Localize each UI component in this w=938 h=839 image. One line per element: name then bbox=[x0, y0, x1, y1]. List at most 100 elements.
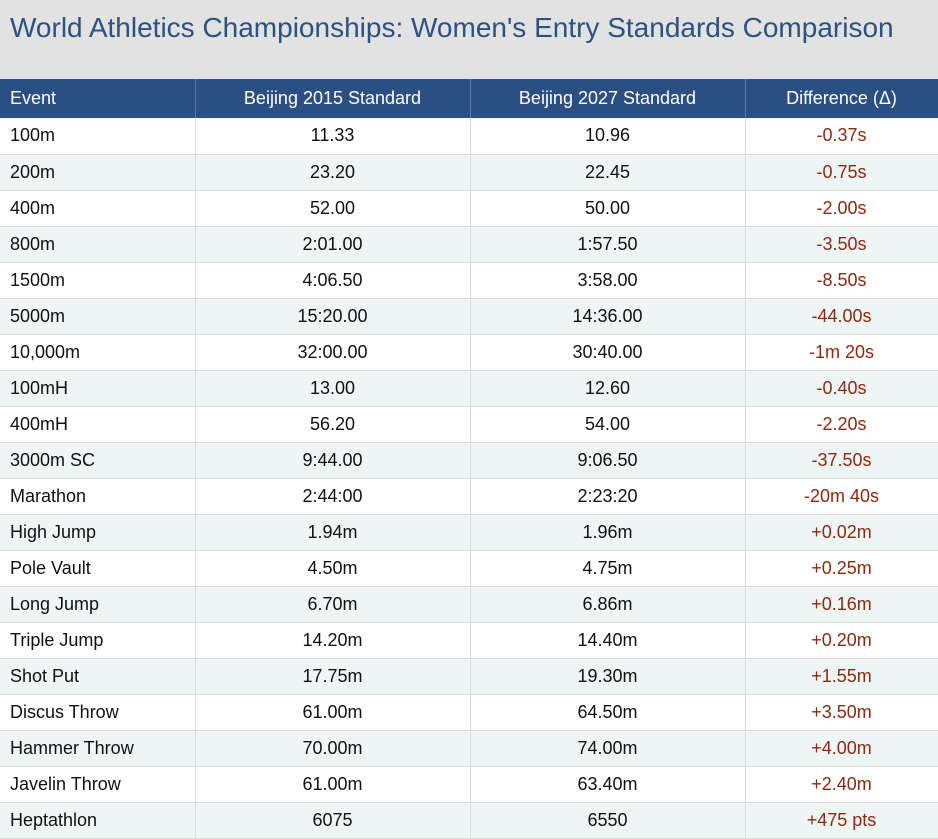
difference-cell[interactable]: +4.00m bbox=[745, 730, 938, 767]
event-cell[interactable]: Discus Throw bbox=[0, 694, 196, 731]
difference-cell[interactable]: +2.40m bbox=[745, 766, 938, 803]
standard-2027-cell[interactable]: 63.40m bbox=[470, 766, 746, 803]
difference-cell[interactable]: +1.55m bbox=[745, 658, 938, 695]
empty-row[interactable] bbox=[0, 57, 938, 79]
standard-2027-cell[interactable]: 74.00m bbox=[470, 730, 746, 767]
header-row: Event Beijing 2015 Standard Beijing 2027… bbox=[0, 79, 938, 118]
cell-divider bbox=[470, 57, 471, 79]
table-row: Javelin Throw 61.00m 63.40m +2.40m bbox=[0, 766, 938, 803]
difference-cell[interactable]: -37.50s bbox=[745, 442, 938, 479]
event-cell[interactable]: 400m bbox=[0, 190, 196, 227]
standard-2015-cell[interactable]: 52.00 bbox=[195, 190, 471, 227]
standard-2015-cell[interactable]: 14.20m bbox=[195, 622, 471, 659]
event-cell[interactable]: 1500m bbox=[0, 262, 196, 299]
event-cell[interactable]: 800m bbox=[0, 226, 196, 263]
standard-2027-cell[interactable]: 10.96 bbox=[470, 118, 746, 155]
difference-cell[interactable]: -0.37s bbox=[745, 118, 938, 155]
standard-2015-cell[interactable]: 4.50m bbox=[195, 550, 471, 587]
difference-cell[interactable]: +0.25m bbox=[745, 550, 938, 587]
cell-divider bbox=[195, 57, 196, 79]
standard-2015-cell[interactable]: 11.33 bbox=[195, 118, 471, 155]
table-row: 800m 2:01.00 1:57.50 -3.50s bbox=[0, 226, 938, 263]
event-cell[interactable]: 100mH bbox=[0, 370, 196, 407]
event-cell[interactable]: Shot Put bbox=[0, 658, 196, 695]
sheet-title[interactable]: World Athletics Championships: Women's E… bbox=[10, 12, 894, 43]
event-cell[interactable]: Hammer Throw bbox=[0, 730, 196, 767]
title-row[interactable]: World Athletics Championships: Women's E… bbox=[0, 0, 938, 57]
standard-2015-cell[interactable]: 70.00m bbox=[195, 730, 471, 767]
standard-2015-cell[interactable]: 1.94m bbox=[195, 514, 471, 551]
table-row: Discus Throw 61.00m 64.50m +3.50m bbox=[0, 694, 938, 731]
standard-2027-cell[interactable]: 1.96m bbox=[470, 514, 746, 551]
standard-2027-cell[interactable]: 12.60 bbox=[470, 370, 746, 407]
standard-2027-cell[interactable]: 14.40m bbox=[470, 622, 746, 659]
standard-2027-cell[interactable]: 1:57.50 bbox=[470, 226, 746, 263]
standard-2015-cell[interactable]: 61.00m bbox=[195, 766, 471, 803]
standard-2015-cell[interactable]: 15:20.00 bbox=[195, 298, 471, 335]
table-row: Shot Put 17.75m 19.30m +1.55m bbox=[0, 658, 938, 695]
event-cell[interactable]: 400mH bbox=[0, 406, 196, 443]
difference-cell[interactable]: +475 pts bbox=[745, 802, 938, 839]
event-cell[interactable]: Marathon bbox=[0, 478, 196, 515]
standard-2015-cell[interactable]: 56.20 bbox=[195, 406, 471, 443]
difference-cell[interactable]: +3.50m bbox=[745, 694, 938, 731]
standard-2015-cell[interactable]: 17.75m bbox=[195, 658, 471, 695]
difference-cell[interactable]: -8.50s bbox=[745, 262, 938, 299]
difference-cell[interactable]: -3.50s bbox=[745, 226, 938, 263]
table-row: Long Jump 6.70m 6.86m +0.16m bbox=[0, 586, 938, 623]
standard-2027-cell[interactable]: 9:06.50 bbox=[470, 442, 746, 479]
standard-2027-cell[interactable]: 3:58.00 bbox=[470, 262, 746, 299]
difference-cell[interactable]: +0.02m bbox=[745, 514, 938, 551]
difference-cell[interactable]: -1m 20s bbox=[745, 334, 938, 371]
header-difference[interactable]: Difference (Δ) bbox=[745, 79, 938, 118]
standard-2015-cell[interactable]: 4:06.50 bbox=[195, 262, 471, 299]
standard-2015-cell[interactable]: 6075 bbox=[195, 802, 471, 839]
standard-2027-cell[interactable]: 30:40.00 bbox=[470, 334, 746, 371]
event-cell[interactable]: Triple Jump bbox=[0, 622, 196, 659]
event-cell[interactable]: 100m bbox=[0, 118, 196, 155]
event-cell[interactable]: Long Jump bbox=[0, 586, 196, 623]
difference-cell[interactable]: +0.16m bbox=[745, 586, 938, 623]
event-cell[interactable]: High Jump bbox=[0, 514, 196, 551]
standard-2015-cell[interactable]: 9:44.00 bbox=[195, 442, 471, 479]
difference-cell[interactable]: -44.00s bbox=[745, 298, 938, 335]
standard-2027-cell[interactable]: 19.30m bbox=[470, 658, 746, 695]
header-2027-standard[interactable]: Beijing 2027 Standard bbox=[470, 79, 746, 118]
standard-2027-cell[interactable]: 4.75m bbox=[470, 550, 746, 587]
standard-2027-cell[interactable]: 64.50m bbox=[470, 694, 746, 731]
table-row: High Jump 1.94m 1.96m +0.02m bbox=[0, 514, 938, 551]
standard-2015-cell[interactable]: 13.00 bbox=[195, 370, 471, 407]
header-event[interactable]: Event bbox=[0, 79, 196, 118]
standard-2015-cell[interactable]: 23.20 bbox=[195, 154, 471, 191]
difference-cell[interactable]: -20m 40s bbox=[745, 478, 938, 515]
standard-2015-cell[interactable]: 32:00.00 bbox=[195, 334, 471, 371]
event-cell[interactable]: Javelin Throw bbox=[0, 766, 196, 803]
table-row: Marathon 2:44:00 2:23:20 -20m 40s bbox=[0, 478, 938, 515]
standard-2027-cell[interactable]: 2:23:20 bbox=[470, 478, 746, 515]
table-row: Pole Vault 4.50m 4.75m +0.25m bbox=[0, 550, 938, 587]
standard-2027-cell[interactable]: 6550 bbox=[470, 802, 746, 839]
table-row: 100mH 13.00 12.60 -0.40s bbox=[0, 370, 938, 407]
standard-2027-cell[interactable]: 22.45 bbox=[470, 154, 746, 191]
standard-2015-cell[interactable]: 2:44:00 bbox=[195, 478, 471, 515]
difference-cell[interactable]: -0.75s bbox=[745, 154, 938, 191]
event-cell[interactable]: 10,000m bbox=[0, 334, 196, 371]
difference-cell[interactable]: -2.20s bbox=[745, 406, 938, 443]
event-cell[interactable]: 3000m SC bbox=[0, 442, 196, 479]
event-cell[interactable]: Pole Vault bbox=[0, 550, 196, 587]
standard-2027-cell[interactable]: 6.86m bbox=[470, 586, 746, 623]
event-cell[interactable]: 200m bbox=[0, 154, 196, 191]
standard-2015-cell[interactable]: 2:01.00 bbox=[195, 226, 471, 263]
event-cell[interactable]: Heptathlon bbox=[0, 802, 196, 839]
standard-2015-cell[interactable]: 6.70m bbox=[195, 586, 471, 623]
standard-2027-cell[interactable]: 50.00 bbox=[470, 190, 746, 227]
header-2015-standard[interactable]: Beijing 2015 Standard bbox=[195, 79, 471, 118]
difference-cell[interactable]: -2.00s bbox=[745, 190, 938, 227]
standard-2027-cell[interactable]: 14:36.00 bbox=[470, 298, 746, 335]
standard-2015-cell[interactable]: 61.00m bbox=[195, 694, 471, 731]
difference-cell[interactable]: -0.40s bbox=[745, 370, 938, 407]
standard-2027-cell[interactable]: 54.00 bbox=[470, 406, 746, 443]
difference-cell[interactable]: +0.20m bbox=[745, 622, 938, 659]
event-cell[interactable]: 5000m bbox=[0, 298, 196, 335]
